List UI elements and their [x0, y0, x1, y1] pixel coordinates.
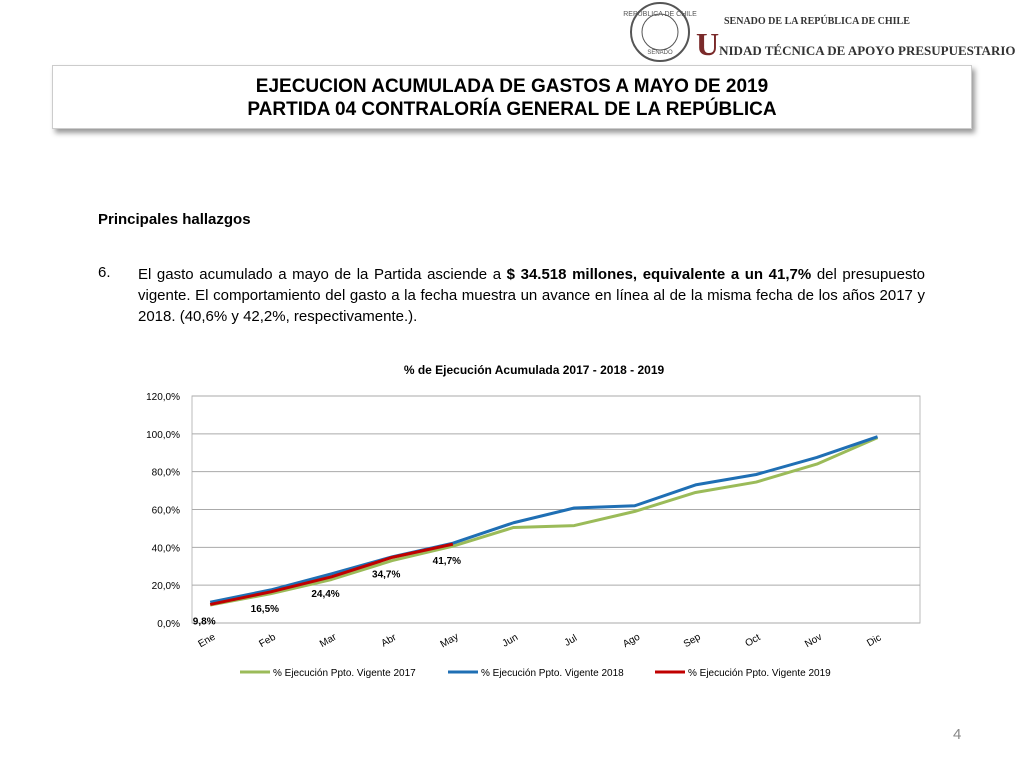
page-number: 4: [953, 726, 962, 743]
x-tick-label: Sep: [682, 631, 703, 650]
y-tick-label: 100,0%: [146, 430, 180, 441]
data-label: 41,7%: [433, 556, 461, 567]
text-bold: $ 34.518 millones, equivalente a un 41,7…: [506, 266, 812, 283]
legend-label: % Ejecución Ppto. Vigente 2018: [481, 668, 624, 679]
seal-inner: [641, 13, 679, 51]
seal-top: REPÚBLICA DE CHILE: [623, 9, 697, 18]
y-tick-label: 60,0%: [152, 506, 180, 517]
item-number: 6.: [98, 264, 111, 281]
title-line2: PARTIDA 04 CONTRALORÍA GENERAL DE LA REP…: [247, 99, 777, 120]
item-text: El gasto acumulado a mayo de la Partida …: [138, 264, 925, 327]
series-line: [209, 542, 454, 606]
seal: [630, 2, 690, 62]
x-tick-label: Mar: [318, 631, 339, 649]
data-label: 24,4%: [311, 589, 339, 600]
x-tick-label: Abr: [379, 632, 399, 650]
x-tick-label: Jun: [501, 632, 520, 650]
y-tick-label: 120,0%: [146, 392, 180, 403]
x-tick-label: Ene: [196, 631, 217, 650]
text: El gasto acumulado a mayo de la Partida …: [138, 266, 507, 283]
legend-label: % Ejecución Ppto. Vigente 2019: [688, 668, 831, 679]
text: del presupuesto vigente. El comportamien…: [138, 266, 925, 325]
y-tick-label: 0,0%: [157, 619, 180, 630]
title-line1: EJECUCION ACUMULADA DE GASTOS A MAYO DE …: [255, 76, 769, 97]
x-tick-label: Nov: [803, 632, 824, 650]
x-tick-label: Feb: [257, 632, 278, 650]
data-label: 34,7%: [372, 569, 400, 580]
y-tick-label: 40,0%: [152, 543, 180, 554]
seal-bottom: SENADO: [647, 50, 673, 56]
x-tick-label: Jul: [563, 633, 580, 649]
section-heading: Principales hallazgos: [98, 211, 251, 228]
x-tick-label: May: [439, 631, 461, 650]
series-line: [209, 435, 879, 604]
data-label: 16,5%: [251, 604, 279, 615]
org-line2: UNIDAD TÉCNICA DE APOYO PRESUPUESTARIO: [696, 26, 1016, 62]
chart-title: % de Ejecución Acumulada 2017 - 2018 - 2…: [404, 363, 665, 377]
title-box: EJECUCION ACUMULADA DE GASTOS A MAYO DE …: [52, 65, 972, 129]
x-tick-label: Dic: [865, 632, 883, 649]
x-tick-label: Ago: [621, 631, 642, 650]
legend-label: % Ejecución Ppto. Vigente 2017: [273, 668, 416, 679]
y-tick-label: 80,0%: [152, 468, 180, 479]
y-tick-label: 20,0%: [152, 581, 180, 592]
data-label: 9,8%: [193, 616, 216, 627]
x-tick-label: Oct: [743, 632, 762, 649]
series-line: [209, 436, 879, 607]
org-line1: SENADO DE LA REPÚBLICA DE CHILE: [724, 16, 910, 27]
